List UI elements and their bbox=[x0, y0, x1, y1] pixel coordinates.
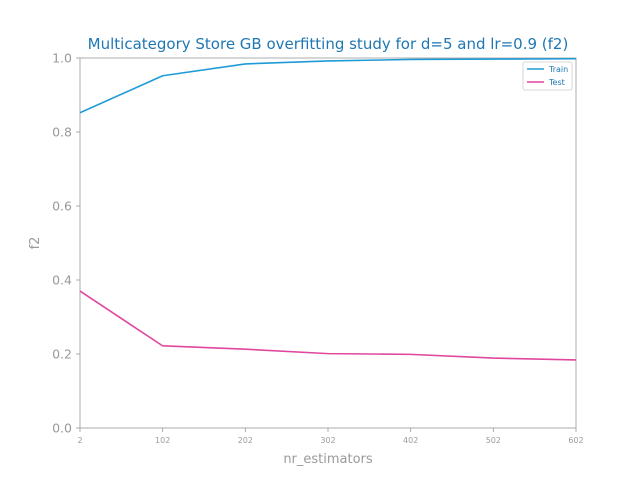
x-tick-label: 502 bbox=[486, 436, 501, 445]
x-tick-label: 2 bbox=[77, 436, 82, 445]
y-axis: 0.0 0.2 0.4 0.6 0.8 1.0 bbox=[52, 51, 80, 436]
plot-frame bbox=[79, 57, 577, 429]
series-lines bbox=[79, 57, 577, 361]
x-axis: 2 102 202 302 402 502 602 bbox=[77, 428, 584, 445]
x-tick-label: 402 bbox=[403, 436, 418, 445]
legend-label-test: Test bbox=[548, 78, 565, 87]
y-tick-label: 1.0 bbox=[52, 51, 72, 66]
y-tick-label: 0.6 bbox=[52, 199, 72, 214]
x-tick-label: 302 bbox=[320, 436, 335, 445]
y-tick-label: 0.0 bbox=[52, 421, 72, 436]
y-tick-label: 0.2 bbox=[52, 347, 72, 362]
y-tick-label: 0.4 bbox=[52, 273, 72, 288]
x-tick-label: 602 bbox=[568, 436, 583, 445]
legend-label-train: Train bbox=[548, 65, 568, 74]
series-line-test bbox=[79, 290, 577, 361]
legend: Train Test bbox=[522, 61, 573, 91]
x-axis-label: nr_estimators bbox=[283, 452, 373, 467]
chart-title: Multicategory Store GB overfitting study… bbox=[88, 35, 569, 53]
series-line-train bbox=[79, 57, 577, 114]
x-tick-label: 102 bbox=[155, 436, 170, 445]
y-axis-label: f2 bbox=[28, 237, 43, 250]
y-tick-label: 0.8 bbox=[52, 125, 72, 140]
x-tick-label: 202 bbox=[238, 436, 253, 445]
